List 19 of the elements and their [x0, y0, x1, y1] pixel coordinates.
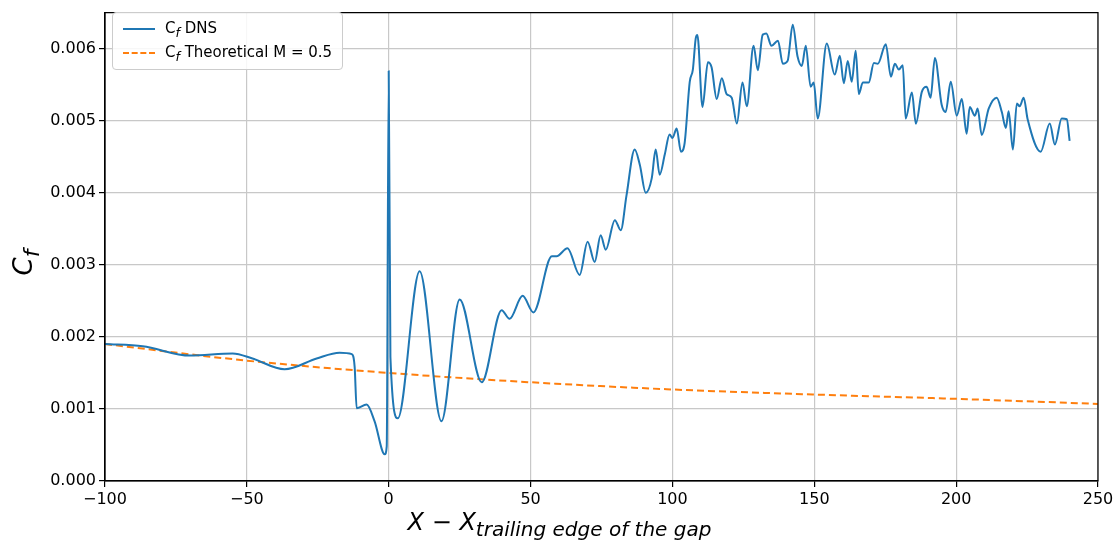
y-tick-label: 0.004 [50, 181, 96, 201]
x-tick-label: 100 [657, 488, 688, 508]
y-tick-label: 0.006 [50, 37, 96, 57]
x-tick-label: 150 [799, 488, 830, 508]
legend-label: C$_{f}$ Theoretical M = 0.5 [165, 42, 333, 64]
y-tick-label: 0.000 [50, 470, 96, 490]
x-tick-label: −50 [229, 488, 264, 508]
legend-label: C$_{f}$ DNS [165, 18, 217, 40]
y-tick-label: 0.001 [50, 398, 96, 418]
y-tick-label: 0.005 [50, 109, 96, 129]
x-tick-label: 200 [940, 488, 972, 508]
line-series [105, 23, 1071, 456]
x-tick-label: 50 [520, 488, 541, 508]
y-tick-label: 0.002 [50, 326, 96, 346]
y-tick-label: 0.003 [50, 253, 96, 273]
x-tick-label: −100 [83, 488, 127, 508]
x-tick-label: 0 [383, 488, 394, 508]
x-axis-title: X − X$_{trailing edge of the gap}$ [406, 508, 713, 541]
x-tick-label: 250 [1082, 488, 1114, 508]
